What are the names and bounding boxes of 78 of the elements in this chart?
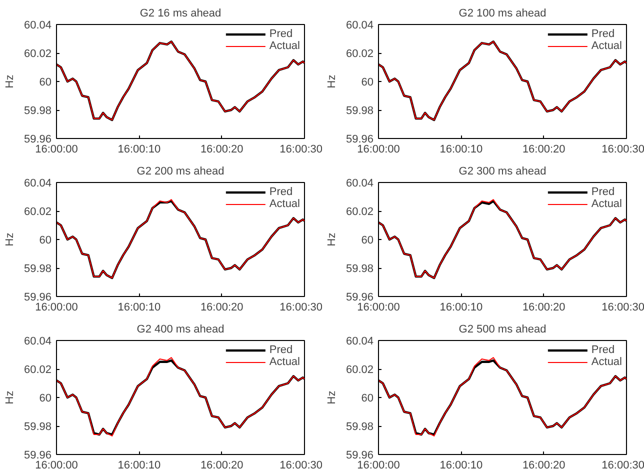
x-tick-label: 16:00:00 <box>357 302 400 314</box>
y-tick-label: 59.98 <box>24 105 52 117</box>
y-tick-label: 60 <box>39 76 52 88</box>
legend-label: Actual <box>269 198 300 210</box>
x-tick-label: 16:00:10 <box>440 460 483 472</box>
y-axis-title: Hz <box>326 74 338 88</box>
x-tick-label: 16:00:10 <box>118 144 161 156</box>
x-tick-label: 16:00:20 <box>200 460 244 472</box>
chart-title: G2 200 ms ahead <box>136 166 224 178</box>
x-tick-label: 16:00:30 <box>280 144 323 156</box>
chart-title: G2 16 ms ahead <box>140 8 222 20</box>
y-tick-label: 60 <box>361 76 374 88</box>
y-tick-label: 60.02 <box>346 206 374 218</box>
legend-label: Pred <box>269 28 293 40</box>
chart-title: G2 100 ms ahead <box>458 8 546 20</box>
x-tick-label: 16:00:30 <box>602 460 644 472</box>
legend-label: Pred <box>591 28 615 40</box>
legend-label: Actual <box>269 40 300 52</box>
x-tick-label: 16:00:30 <box>602 302 644 314</box>
chart-title: G2 400 ms ahead <box>136 324 224 336</box>
x-tick-label: 16:00:20 <box>200 302 244 314</box>
x-tick-label: 16:00:00 <box>35 302 78 314</box>
y-tick-label: 60.04 <box>346 20 374 32</box>
x-tick-label: 16:00:10 <box>440 302 483 314</box>
y-tick-label: 59.96 <box>346 292 374 304</box>
y-tick-label: 60.02 <box>346 364 374 376</box>
y-tick-label: 59.98 <box>24 263 52 275</box>
legend-label: Actual <box>591 356 622 368</box>
chart-title: G2 500 ms ahead <box>458 324 546 336</box>
x-tick-label: 16:00:00 <box>357 144 400 156</box>
y-tick-label: 60 <box>39 392 52 404</box>
y-tick-label: 60.04 <box>24 178 52 190</box>
y-tick-label: 60.04 <box>24 336 52 348</box>
y-tick-label: 60.02 <box>346 48 374 60</box>
y-tick-label: 60.04 <box>346 178 374 190</box>
y-axis-title: Hz <box>326 232 338 246</box>
x-tick-label: 16:00:00 <box>35 460 78 472</box>
chart-title: G2 300 ms ahead <box>458 166 546 178</box>
x-tick-label: 16:00:30 <box>280 302 323 314</box>
legend-label: Actual <box>269 356 300 368</box>
x-tick-label: 16:00:00 <box>357 460 400 472</box>
y-axis-title: Hz <box>4 390 16 404</box>
x-tick-label: 16:00:20 <box>522 302 566 314</box>
y-tick-label: 60 <box>361 392 374 404</box>
x-tick-label: 16:00:20 <box>200 144 244 156</box>
y-tick-label: 59.98 <box>346 105 374 117</box>
y-tick-label: 59.96 <box>24 134 52 146</box>
x-tick-label: 16:00:10 <box>440 144 483 156</box>
y-tick-label: 60.02 <box>24 364 52 376</box>
y-tick-label: 59.98 <box>346 263 374 275</box>
x-tick-label: 16:00:10 <box>118 460 161 472</box>
x-tick-label: 16:00:20 <box>522 460 566 472</box>
x-tick-label: 16:00:20 <box>522 144 566 156</box>
x-tick-label: 16:00:30 <box>280 460 323 472</box>
y-tick-label: 60 <box>361 234 374 246</box>
legend-label: Actual <box>591 198 622 210</box>
y-tick-label: 59.96 <box>24 292 52 304</box>
legend-label: Pred <box>591 344 615 356</box>
legend-label: Pred <box>269 344 293 356</box>
x-tick-label: 16:00:10 <box>118 302 161 314</box>
y-tick-label: 59.96 <box>346 134 374 146</box>
y-axis-title: Hz <box>4 232 16 246</box>
x-tick-label: 16:00:00 <box>35 144 78 156</box>
y-tick-label: 59.98 <box>24 421 52 433</box>
y-tick-label: 60.04 <box>24 20 52 32</box>
legend-label: Actual <box>591 40 622 52</box>
y-tick-label: 60.04 <box>346 336 374 348</box>
legend-label: Pred <box>269 186 293 198</box>
y-tick-label: 59.96 <box>24 450 52 462</box>
y-tick-label: 60.02 <box>24 48 52 60</box>
x-tick-label: 16:00:30 <box>602 144 644 156</box>
legend-label: Pred <box>591 186 615 198</box>
y-tick-label: 59.96 <box>346 450 374 462</box>
y-axis-title: Hz <box>4 74 16 88</box>
y-tick-label: 59.98 <box>346 421 374 433</box>
y-tick-label: 60 <box>39 234 52 246</box>
y-tick-label: 60.02 <box>24 206 52 218</box>
y-axis-title: Hz <box>326 390 338 404</box>
